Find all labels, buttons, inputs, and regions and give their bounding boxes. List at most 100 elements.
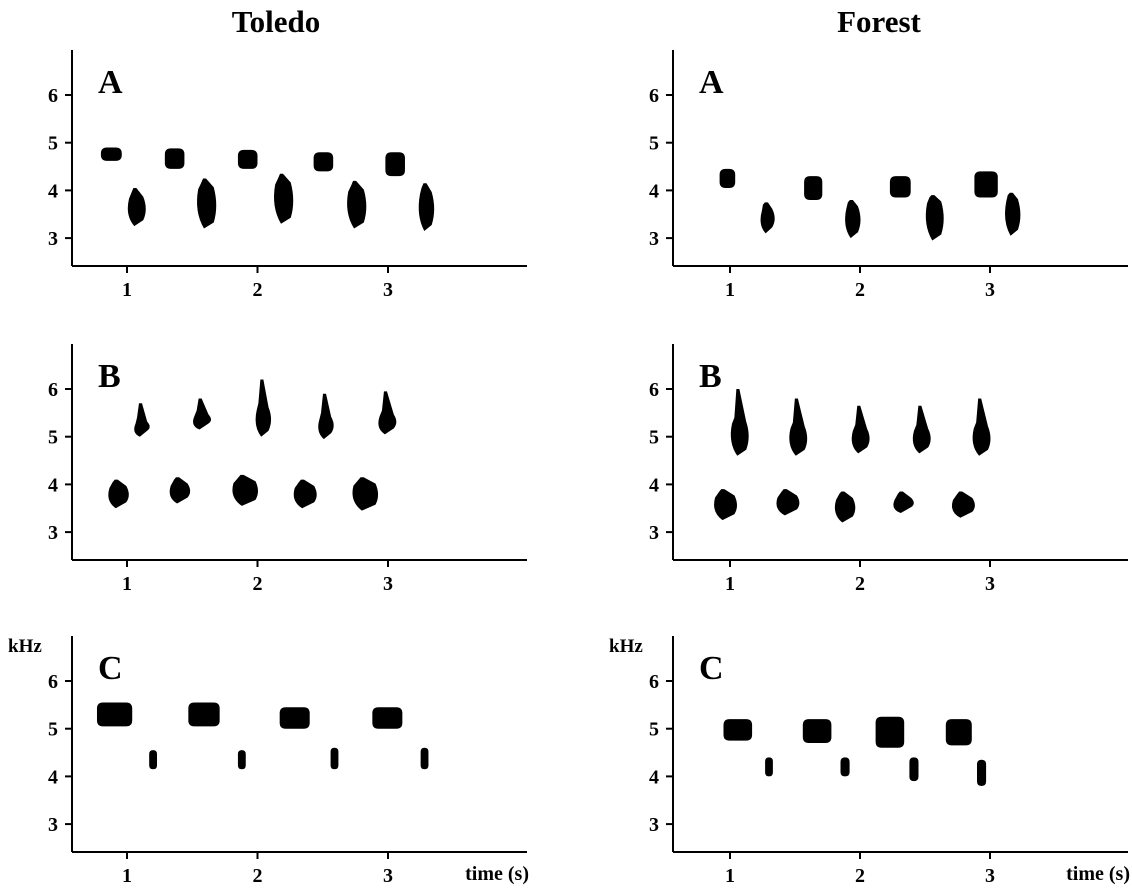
syllable-mark bbox=[127, 188, 146, 227]
syllable-mark bbox=[169, 477, 191, 504]
x-tick-label: 2 bbox=[855, 573, 865, 595]
syllable-mark bbox=[378, 391, 397, 435]
syllable-mark bbox=[134, 403, 150, 437]
syllable-mark bbox=[972, 398, 991, 456]
x-tick-label: 2 bbox=[855, 865, 865, 887]
panel-forest-b: 3 4 5 6 1 2 3 B bbox=[649, 344, 1128, 595]
x-tick-label: 3 bbox=[985, 573, 995, 595]
syllable-mark bbox=[347, 180, 367, 229]
y-tick-label: 5 bbox=[649, 427, 659, 449]
syllable-mark bbox=[719, 168, 736, 189]
syllable-mark bbox=[330, 747, 339, 770]
panel-label: A bbox=[98, 64, 123, 101]
y-tick-label: 5 bbox=[48, 133, 58, 155]
y-tick-label: 3 bbox=[649, 228, 659, 250]
y-tick-label: 6 bbox=[649, 379, 659, 401]
panel-toledo-b: 3 4 5 6 1 2 3 B bbox=[48, 344, 527, 595]
y-tick-label: 4 bbox=[649, 180, 659, 202]
panel-label: C bbox=[98, 650, 123, 687]
syllable-mark bbox=[274, 173, 294, 224]
panel-label: C bbox=[699, 650, 724, 687]
syllable-mark bbox=[974, 171, 998, 198]
y-tick-label: 3 bbox=[48, 522, 58, 544]
syllable-mark bbox=[977, 759, 987, 786]
syllable-mark bbox=[951, 491, 975, 518]
y-axis-title: kHz bbox=[609, 636, 643, 657]
syllable-mark bbox=[193, 398, 212, 430]
syllable-mark bbox=[237, 750, 246, 770]
x-tick-label: 1 bbox=[122, 865, 132, 887]
y-tick-label: 6 bbox=[48, 85, 58, 107]
panel-toledo-a: 3 4 5 6 1 2 3 A bbox=[48, 50, 527, 301]
syllable-mark bbox=[730, 389, 749, 456]
panel-label: B bbox=[699, 358, 722, 395]
syllable-mark bbox=[789, 398, 808, 456]
panel-forest-a: 3 4 5 6 1 2 3 A bbox=[649, 50, 1128, 301]
y-tick-label: 3 bbox=[48, 814, 58, 836]
column-title-toledo: Toledo bbox=[231, 4, 321, 39]
syllable-mark bbox=[293, 479, 317, 509]
x-axis-title: time (s) bbox=[1066, 863, 1130, 885]
syllable-mark bbox=[851, 405, 870, 454]
syllable-mark bbox=[1004, 192, 1021, 236]
y-tick-label: 6 bbox=[649, 85, 659, 107]
syllable-mark bbox=[765, 757, 773, 777]
x-tick-label: 2 bbox=[253, 865, 263, 887]
x-tick-label: 1 bbox=[122, 573, 132, 595]
y-tick-label: 3 bbox=[48, 228, 58, 250]
x-tick-label: 1 bbox=[725, 573, 735, 595]
x-tick-label: 3 bbox=[383, 279, 393, 301]
y-tick-label: 5 bbox=[48, 427, 58, 449]
syllable-mark bbox=[889, 176, 911, 198]
x-axis-title: time (s) bbox=[465, 863, 529, 885]
y-tick-label: 5 bbox=[649, 133, 659, 155]
syllable-mark bbox=[232, 474, 258, 506]
syllable-mark bbox=[418, 183, 435, 231]
x-tick-label: 3 bbox=[985, 865, 995, 887]
x-tick-label: 2 bbox=[253, 279, 263, 301]
syllable-mark bbox=[420, 747, 429, 770]
x-tick-label: 2 bbox=[253, 573, 263, 595]
syllable-mark bbox=[372, 707, 403, 729]
y-tick-label: 4 bbox=[48, 766, 58, 788]
syllable-mark bbox=[237, 149, 258, 169]
syllable-mark bbox=[945, 719, 972, 746]
y-tick-label: 3 bbox=[649, 814, 659, 836]
syllable-mark bbox=[912, 405, 931, 454]
syllable-mark bbox=[845, 199, 861, 239]
syllable-mark bbox=[802, 719, 832, 744]
y-tick-label: 6 bbox=[649, 671, 659, 693]
y-axis-title: kHz bbox=[8, 636, 42, 657]
syllable-mark bbox=[909, 757, 919, 782]
syllable-mark bbox=[100, 147, 122, 161]
syllable-mark bbox=[352, 477, 379, 511]
x-tick-label: 3 bbox=[383, 573, 393, 595]
syllable-mark bbox=[840, 757, 850, 777]
y-tick-label: 4 bbox=[48, 474, 58, 496]
y-tick-label: 6 bbox=[48, 379, 58, 401]
y-tick-label: 6 bbox=[48, 671, 58, 693]
syllable-mark bbox=[714, 489, 737, 521]
x-tick-label: 1 bbox=[122, 279, 132, 301]
syllable-mark bbox=[318, 393, 334, 440]
y-tick-label: 4 bbox=[48, 180, 58, 202]
syllable-mark bbox=[279, 707, 310, 729]
y-tick-label: 4 bbox=[649, 474, 659, 496]
syllable-mark bbox=[834, 491, 856, 523]
y-tick-label: 5 bbox=[48, 719, 58, 741]
y-tick-label: 3 bbox=[649, 522, 659, 544]
y-tick-label: 4 bbox=[649, 766, 659, 788]
syllable-mark bbox=[893, 491, 914, 514]
x-tick-label: 3 bbox=[383, 865, 393, 887]
syllable-mark bbox=[164, 148, 185, 169]
x-tick-label: 1 bbox=[725, 865, 735, 887]
syllable-mark bbox=[875, 716, 905, 748]
syllable-mark bbox=[925, 195, 944, 241]
x-tick-label: 1 bbox=[725, 279, 735, 301]
syllable-mark bbox=[149, 750, 158, 770]
panel-label: A bbox=[699, 64, 724, 101]
